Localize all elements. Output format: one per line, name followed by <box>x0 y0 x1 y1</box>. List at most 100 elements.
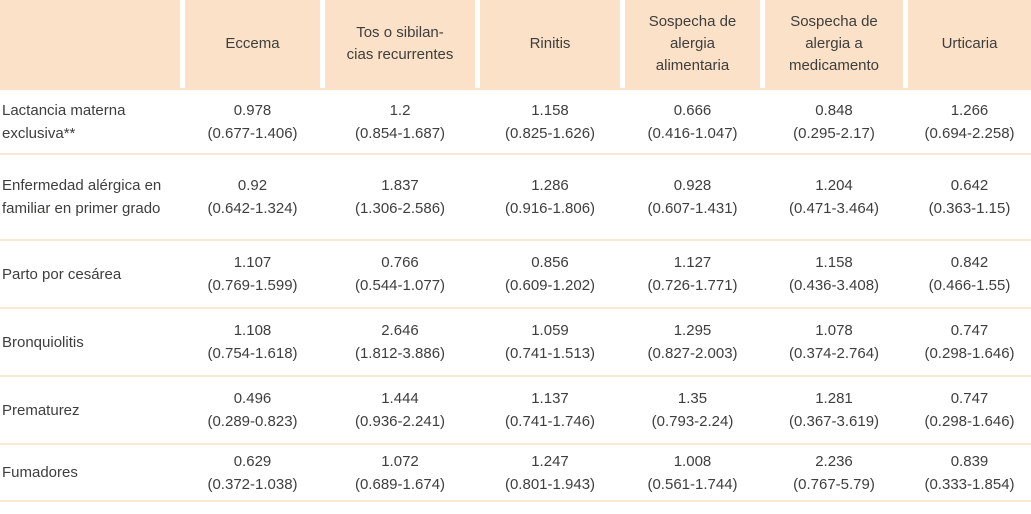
confidence-interval: (0.677-1.406) <box>207 124 298 142</box>
column-header-urticaria: Urticaria <box>908 0 1031 88</box>
confidence-interval: (0.726-1.771) <box>647 277 738 294</box>
value-cell: 2.646 (1.812-3.886) <box>325 309 475 375</box>
row-label: Enfermedad alérgica en familiar en prime… <box>2 177 162 217</box>
confidence-interval: (0.436-3.408) <box>788 277 880 294</box>
odds-ratio: 0.839 <box>950 452 989 470</box>
odds-ratio: 1.158 <box>531 101 569 119</box>
value-cell: 1.444 (0.936-2.241) <box>325 377 475 443</box>
column-header-rinitis: Rinitis <box>480 0 620 88</box>
odds-ratio: 0.928 <box>673 177 712 194</box>
table-row-enfermedad-alergica: Enfermedad alérgica en familiar en prime… <box>0 155 1031 241</box>
table-row-bronquiolitis: Bronquiolitis 1.108 (0.754-1.618) 2.646 … <box>0 309 1031 377</box>
confidence-interval: (0.363-1.15) <box>928 200 1011 217</box>
value-cell: 0.766 (0.544-1.077) <box>325 241 475 307</box>
row-label: Parto por cesárea <box>2 265 122 283</box>
value-cell: 1.008 (0.561-1.744) <box>625 445 760 500</box>
confidence-interval: (0.936-2.241) <box>354 413 446 430</box>
odds-ratio: 1.008 <box>673 452 712 470</box>
confidence-interval: (0.642-1.324) <box>207 200 298 217</box>
column-header-alergia-alimentaria: Sospecha de alergia alimentaria <box>625 0 760 88</box>
confidence-interval: (0.333-1.854) <box>924 475 1015 493</box>
odds-ratio: 1.204 <box>815 177 853 194</box>
value-cell: 1.059 (0.741-1.513) <box>480 309 620 375</box>
value-cell: 1.204 (0.471-3.464) <box>765 155 903 239</box>
confidence-interval: (0.754-1.618) <box>207 345 298 362</box>
value-cell: 1.108 (0.754-1.618) <box>185 309 320 375</box>
row-label: Lactancia materna exclusiva** <box>2 101 126 142</box>
value-cell: 1.35 (0.793-2.24) <box>625 377 760 443</box>
confidence-interval: (0.827-2.003) <box>647 345 738 362</box>
odds-ratio: 0.642 <box>950 177 989 194</box>
odds-ratio: 1.281 <box>815 390 853 407</box>
confidence-interval: (1.306-2.586) <box>354 200 446 217</box>
row-label: Fumadores <box>2 464 78 481</box>
confidence-interval: (0.544-1.077) <box>354 277 446 294</box>
confidence-interval: (0.854-1.687) <box>354 124 446 142</box>
header-corner-cell <box>0 0 180 88</box>
odds-ratio: 0.747 <box>950 322 989 339</box>
odds-ratio: 1.837 <box>381 177 419 194</box>
confidence-interval: (0.372-1.038) <box>207 475 298 493</box>
confidence-interval: (1.812-3.886) <box>354 345 446 362</box>
odds-ratio: 1.247 <box>531 452 569 470</box>
confidence-interval: (0.466-1.55) <box>928 277 1011 294</box>
table-row-parto-cesarea: Parto por cesárea 1.107 (0.769-1.599) 0.… <box>0 241 1031 309</box>
table-row-fumadores: Fumadores 0.629 (0.372-1.038) 1.072 (0.6… <box>0 445 1031 502</box>
value-cell: 1.247 (0.801-1.943) <box>480 445 620 500</box>
odds-ratio: 0.666 <box>673 101 712 119</box>
odds-ratio: 2.236 <box>815 452 853 470</box>
confidence-interval: (0.689-1.674) <box>354 475 446 493</box>
confidence-interval: (0.694-2.258) <box>924 124 1015 142</box>
value-cell: 1.158 (0.436-3.408) <box>765 241 903 307</box>
table-header-row: Eccema Tos o sibilan- cias recurrentes R… <box>0 0 1031 88</box>
value-cell: 1.127 (0.726-1.771) <box>625 241 760 307</box>
confidence-interval: (0.609-1.202) <box>504 277 596 294</box>
odds-ratio: 0.629 <box>233 452 272 470</box>
odds-ratio: 0.856 <box>531 254 569 271</box>
confidence-interval: (0.916-1.806) <box>504 200 596 217</box>
odds-ratio: 1.286 <box>531 177 569 194</box>
table-row-lactancia: Lactancia materna exclusiva** 0.978 (0.6… <box>0 90 1031 155</box>
odds-ratio: 1.127 <box>673 254 712 271</box>
confidence-interval: (0.767-5.79) <box>793 475 875 493</box>
odds-ratio: 1.072 <box>381 452 419 470</box>
confidence-interval: (0.825-1.626) <box>504 124 596 142</box>
value-cell: 0.666 (0.416-1.047) <box>625 90 760 153</box>
confidence-interval: (0.298-1.646) <box>924 413 1015 430</box>
value-cell: 0.747 (0.298-1.646) <box>908 377 1031 443</box>
odds-ratio: 1.266 <box>950 101 989 119</box>
confidence-interval: (0.295-2.17) <box>793 124 875 142</box>
odds-ratio: 0.92 <box>237 177 268 194</box>
odds-ratio: 2.646 <box>381 322 419 339</box>
value-cell: 1.107 (0.769-1.599) <box>185 241 320 307</box>
risk-factors-table: Eccema Tos o sibilan- cias recurrentes R… <box>0 0 1031 502</box>
odds-ratio: 0.842 <box>950 254 989 271</box>
confidence-interval: (0.298-1.646) <box>924 345 1015 362</box>
odds-ratio: 0.848 <box>815 101 853 119</box>
odds-ratio: 1.108 <box>233 322 272 339</box>
odds-ratio: 0.766 <box>381 254 419 271</box>
value-cell: 0.842 (0.466-1.55) <box>908 241 1031 307</box>
column-header-tos-sibilancias: Tos o sibilan- cias recurrentes <box>325 0 475 88</box>
confidence-interval: (0.374-2.764) <box>788 345 880 362</box>
value-cell: 1.137 (0.741-1.746) <box>480 377 620 443</box>
confidence-interval: (0.416-1.047) <box>647 124 738 142</box>
odds-ratio: 1.295 <box>673 322 712 339</box>
odds-ratio: 1.35 <box>677 390 708 407</box>
confidence-interval: (0.561-1.744) <box>647 475 738 493</box>
odds-ratio: 1.107 <box>233 254 272 271</box>
odds-ratio: 1.137 <box>531 390 569 407</box>
value-cell: 0.978 (0.677-1.406) <box>185 90 320 153</box>
value-cell: 0.928 (0.607-1.431) <box>625 155 760 239</box>
value-cell: 1.072 (0.689-1.674) <box>325 445 475 500</box>
header-divider <box>0 88 1031 90</box>
column-header-eccema: Eccema <box>185 0 320 88</box>
value-cell: 1.281 (0.367-3.619) <box>765 377 903 443</box>
value-cell: 1.295 (0.827-2.003) <box>625 309 760 375</box>
value-cell: 2.236 (0.767-5.79) <box>765 445 903 500</box>
row-label: Prematurez <box>2 401 80 419</box>
value-cell: 0.92 (0.642-1.324) <box>185 155 320 239</box>
odds-ratio: 0.978 <box>233 101 272 119</box>
value-cell: 0.747 (0.298-1.646) <box>908 309 1031 375</box>
confidence-interval: (0.793-2.24) <box>651 413 734 430</box>
